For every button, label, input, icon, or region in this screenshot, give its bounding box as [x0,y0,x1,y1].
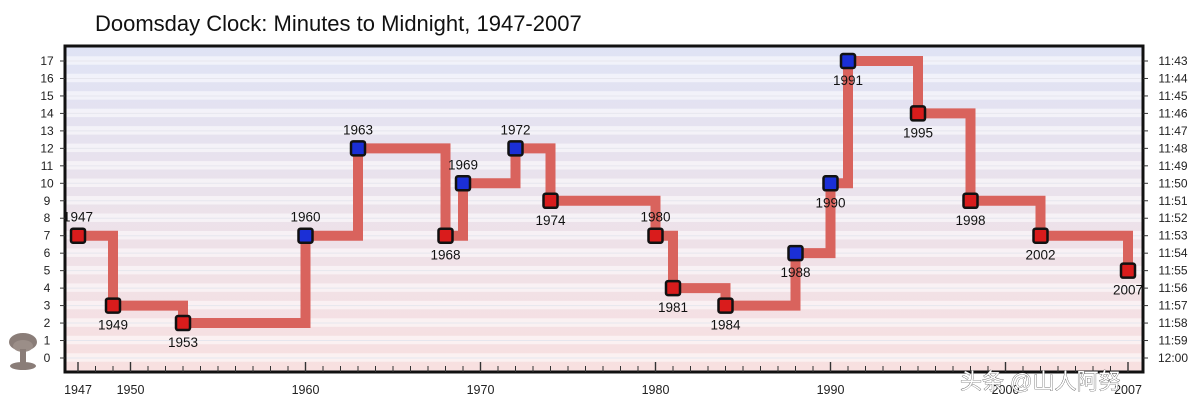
marker-1981 [664,279,682,297]
point-label-1984: 1984 [710,318,741,333]
marker-1990 [822,175,839,192]
marker-2002 [1032,227,1049,244]
marker-1980 [647,227,664,244]
y-tick-label-left: 17 [40,54,54,68]
y-tick-label-right: 11:50 [1158,176,1187,190]
x-tick-label: 1990 [817,383,845,397]
y-tick-label-left: 4 [44,281,51,295]
marker-2007 [1119,262,1137,279]
y-tick-label-left: 11 [41,159,54,173]
y-tick-label-left: 13 [40,124,54,138]
point-label-1949: 1949 [98,318,128,333]
y-tick-label-right: 11:48 [1158,141,1187,155]
point-label-1947: 1947 [63,210,93,225]
band-highlight [66,318,1142,327]
marker-1960 [297,227,314,244]
marker-1968 [437,227,454,244]
y-tick-label-right: 11:53 [1158,229,1187,243]
y-tick-label-right: 11:57 [1158,299,1187,313]
marker-1972 [507,140,524,157]
x-tick-label: 2007 [1114,383,1142,397]
y-tick-label-right: 11:46 [1158,106,1187,120]
marker-1947 [69,227,87,244]
y-tick-label-right: 11:45 [1158,89,1187,103]
band-highlight [66,108,1142,118]
y-tick-label-left: 14 [40,106,54,120]
y-tick-label-left: 0 [44,351,51,365]
point-label-1995: 1995 [903,125,933,140]
plot-background [65,46,1143,372]
axes: 0 12:00 1 11:59 2 11:58 3 11:57 4 11:56 5 11:55 6 11:… [40,44,1188,397]
y-tick-label-left: 7 [44,229,51,243]
marker-1998 [962,192,979,210]
band-highlight [66,230,1142,240]
y-tick-label-right: 11:49 [1158,159,1187,173]
y-tick-label-left: 8 [44,211,51,225]
series-markers [69,52,1137,332]
x-tick-label: 1980 [642,383,670,397]
marker-1988 [787,244,804,262]
point-label-1980: 1980 [640,210,670,225]
y-tick-label-right: 11:52 [1158,211,1187,225]
y-tick-label-right: 11:44 [1158,71,1187,85]
y-tick-label-left: 2 [44,316,51,330]
y-tick-label-left: 12 [40,141,54,155]
x-tick-label: 1960 [292,383,320,397]
y-tick-label-right: 12:00 [1158,351,1188,365]
y-tick-label-left: 10 [40,176,54,190]
point-label-1969: 1969 [448,157,478,172]
y-tick-label-right: 11:51 [1158,194,1187,208]
marker-1949 [104,297,122,314]
x-tick-label: 1947 [64,383,92,397]
marker-1953 [174,314,192,332]
y-tick-label-left: 9 [44,194,51,208]
y-tick-label-right: 11:47 [1158,124,1187,138]
y-tick-label-left: 15 [40,89,54,103]
x-tick-label: 2000 [992,383,1020,397]
y-tick-label-left: 5 [44,264,51,278]
point-label-1974: 1974 [535,213,566,228]
point-label-1990: 1990 [815,195,845,210]
point-label-1991: 1991 [833,73,863,88]
plot-frame [63,44,1145,374]
point-label-1988: 1988 [780,265,810,280]
point-label-1998: 1998 [955,213,985,228]
y-tick-label-left: 1 [44,334,51,348]
y-tick-label-left: 16 [40,71,54,85]
point-label-1953: 1953 [168,335,198,350]
marker-1995 [909,105,927,122]
point-label-1968: 1968 [430,248,460,263]
y-tick-label-left: 6 [44,246,51,260]
y-tick-label-right: 11:43 [1158,54,1187,68]
band-highlight [66,73,1142,83]
marker-1963 [349,140,367,157]
point-label-1972: 1972 [500,122,530,137]
point-label-2002: 2002 [1025,248,1055,263]
y-tick-label-right: 11:58 [1158,316,1187,330]
marker-1974 [542,192,559,210]
point-label-1960: 1960 [290,210,320,225]
x-tick-label: 1950 [117,383,145,397]
mushroom-cloud-icon [9,333,37,370]
y-tick-label-right: 11:54 [1158,246,1187,260]
marker-1969 [454,175,472,192]
point-labels: 1947 1949 1953 1960 1963 1968 1969 1972 1974 1980… [63,73,1143,350]
watermark-text: 头条 @山人阿努 [960,369,1120,394]
chart-title: Doomsday Clock: Minutes to Midnight, 194… [95,11,582,36]
point-label-1963: 1963 [343,122,373,137]
point-label-1981: 1981 [658,300,688,315]
point-label-2007: 2007 [1113,283,1143,298]
y-tick-label-right: 11:56 [1158,281,1187,295]
y-tick-label-right: 11:55 [1158,264,1187,278]
x-tick-label: 1970 [467,383,495,397]
marker-1984 [717,297,734,314]
y-tick-label-right: 11:59 [1158,334,1187,348]
y-tick-label-left: 3 [44,299,51,313]
marker-1991 [839,52,857,70]
